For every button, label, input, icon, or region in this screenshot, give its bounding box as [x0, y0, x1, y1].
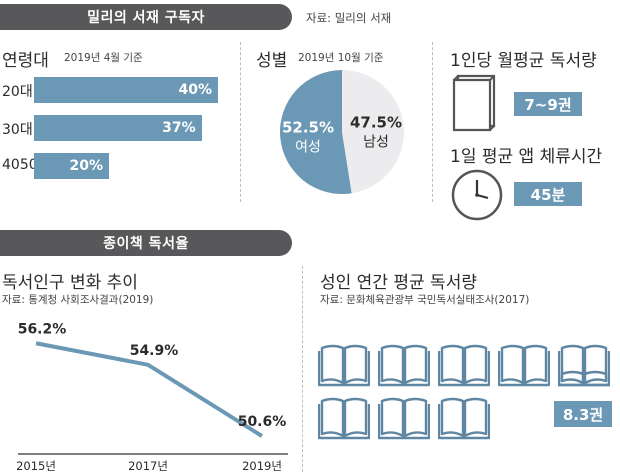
annual-title: 성인 연간 평균 독서량 — [320, 273, 477, 293]
section-header-reading-rate-label: 종이책 독서율 — [103, 236, 189, 252]
book-icon — [452, 74, 496, 132]
open-book-icon — [498, 344, 550, 387]
daily-title: 1일 평균 앱 체류시간 — [450, 147, 603, 167]
age-bar: 20% — [34, 153, 109, 179]
open-book-icon — [318, 344, 370, 387]
gender-panel: 성별 2019년 10월 기준 — [250, 40, 430, 200]
daily-value-label: 45분 — [530, 185, 566, 204]
pie-slice — [279, 70, 352, 194]
age-label: 20대 — [2, 84, 33, 100]
line-value-label: 56.2% — [18, 321, 67, 337]
age-title: 연령대 — [2, 51, 49, 71]
age-bar-value: 20% — [69, 158, 103, 174]
annual-value: 8.3권 — [554, 401, 612, 427]
x-tick-label: 2019년 — [242, 459, 282, 473]
gender-note: 2019년 10월 기준 — [298, 52, 384, 64]
section-header-subscribers-label: 밀리의 서재 구독자 — [87, 10, 205, 26]
age-note: 2019년 4월 기준 — [64, 52, 143, 64]
divider-2 — [432, 42, 433, 202]
pie-value-label: 47.5% — [350, 113, 402, 131]
pie-category-label: 남성 — [363, 134, 389, 150]
open-book-icon — [378, 397, 430, 440]
section-header-subscribers: 밀리의 서재 구독자 — [0, 4, 292, 30]
age-label: 30대 — [2, 122, 33, 138]
clock-icon — [451, 169, 503, 221]
line-series — [35, 341, 264, 438]
open-book-icon — [378, 344, 430, 387]
monthly-title: 1인당 월평균 독서량 — [450, 51, 597, 71]
line-value-label: 50.6% — [238, 414, 287, 430]
annual-value-label: 8.3권 — [562, 405, 604, 424]
daily-value: 45분 — [514, 182, 582, 206]
open-book-icon — [558, 370, 610, 387]
age-panel: 연령대 2019년 4월 기준 20대 40% 30대 37% 4050 20% — [0, 40, 240, 190]
line-source: 자료: 통계청 사회조사결과(2019) — [2, 294, 154, 306]
pie-value-label: 52.5% — [282, 119, 334, 137]
open-book-icon — [318, 397, 370, 440]
pie-slice — [342, 70, 404, 194]
age-bar: 40% — [34, 77, 218, 103]
age-label: 4050 — [2, 157, 38, 173]
subscribers-source: 자료: 밀리의 서재 — [306, 11, 392, 25]
monthly-value-label: 7~9권 — [524, 95, 572, 114]
line-value-label: 54.9% — [130, 343, 179, 359]
gender-title: 성별 — [256, 51, 288, 71]
age-bar-value: 37% — [162, 120, 196, 136]
open-book-icon — [438, 344, 490, 387]
section-header-reading-rate: 종이책 독서율 — [0, 230, 292, 256]
x-tick-label: 2017년 — [128, 459, 168, 473]
divider-1 — [240, 42, 241, 202]
divider-3 — [302, 266, 303, 472]
x-tick-label: 2015년 — [16, 459, 56, 473]
open-book-icon — [438, 397, 490, 440]
age-bar: 37% — [34, 115, 202, 141]
age-bar-value: 40% — [178, 82, 212, 98]
line-chart: 56.2% 2015년 54.9% 2017년 50.6% 2019년 — [16, 321, 288, 473]
annual-source: 자료: 문화체육관광부 국민독서실태조사(2017) — [320, 294, 530, 306]
gender-pie: 52.5% 여성 47.5% 남성 — [279, 70, 404, 194]
monthly-value: 7~9권 — [514, 92, 582, 116]
line-title: 독서인구 변화 추이 — [2, 273, 138, 293]
pie-category-label: 여성 — [295, 140, 321, 156]
